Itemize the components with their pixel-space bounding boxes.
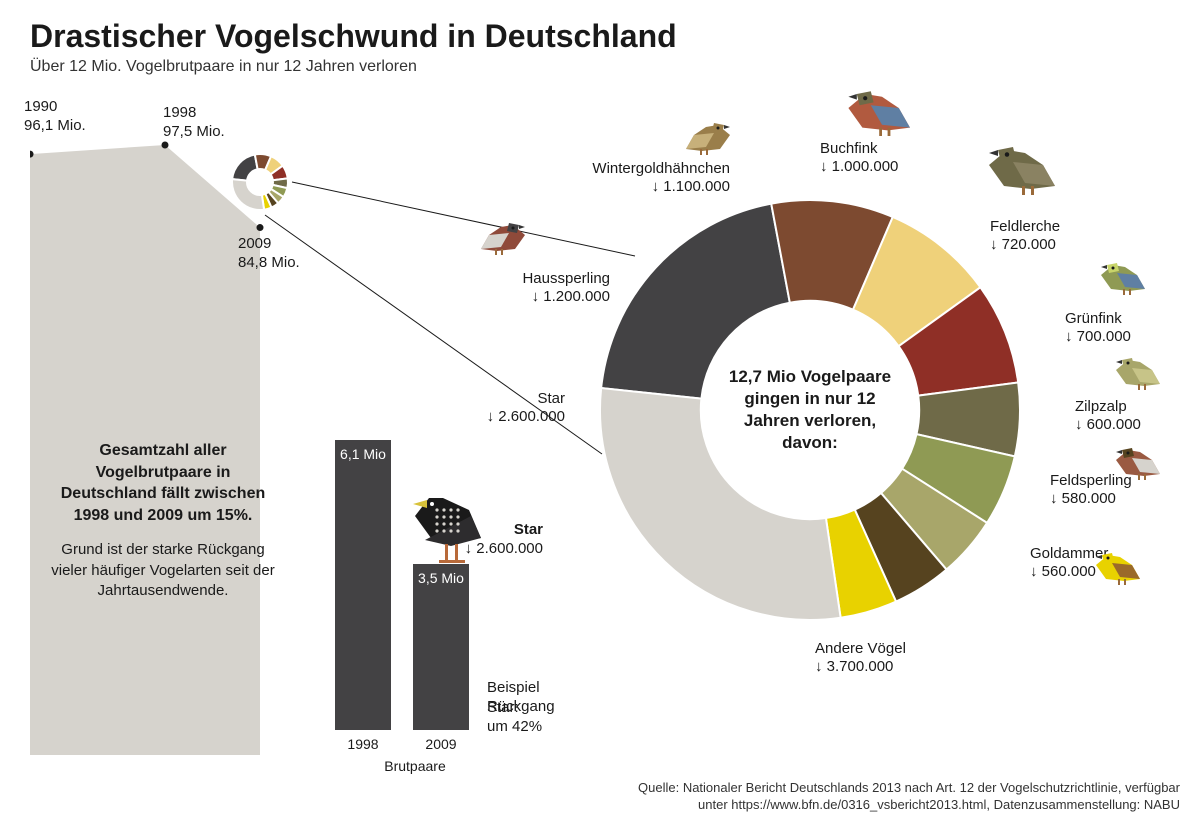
donut-chart: 12,7 Mio Vogelpaare gingen in nur 12 Jah…	[590, 190, 1030, 630]
slice-label-zilpzalp: Zilpzalp600.000	[1075, 398, 1185, 434]
bird-icon	[1110, 440, 1166, 484]
bar-chart: 6,1 Mio 3,5 Mio 1998 2009 Brutpaare Star…	[335, 420, 535, 780]
page-subtitle: Über 12 Mio. Vogelbrutpaare in nur 12 Ja…	[30, 58, 417, 76]
slice-label-wintergoldh-hnchen: Wintergoldhähnchen1.100.000	[555, 160, 730, 196]
slice-label-gr-nfink: Grünfink700.000	[1065, 310, 1175, 346]
bar-year-1998: 1998	[335, 736, 391, 752]
star-bird-icon	[395, 476, 491, 568]
bird-icon	[980, 135, 1064, 201]
bird-icon	[1095, 255, 1151, 299]
donut-center-text: 12,7 Mio Vogelpaare gingen in nur 12 Jah…	[725, 366, 895, 454]
area-point-1990: 1990 96,1 Mio.	[24, 98, 86, 136]
bar-year-2009: 2009	[413, 736, 469, 752]
bird-icon	[1110, 350, 1166, 394]
bar-axis-label: Brutpaare	[335, 758, 495, 774]
page-title: Drastischer Vogelschwund in Deutschland	[30, 18, 677, 55]
source-citation: Quelle: Nationaler Bericht Deutschlands …	[638, 779, 1180, 814]
area-explainer: Gesamtzahl aller Vogelbrutpaare in Deuts…	[48, 440, 278, 601]
star-example-2: Rückgang um 42%	[487, 697, 555, 736]
bird-icon	[475, 215, 531, 259]
slice-label-star: Star2.600.000	[425, 390, 565, 426]
area-point-1998: 1998 97,5 Mio.	[163, 104, 225, 142]
slice-label-buchfink: Buchfink1.000.000	[820, 140, 950, 176]
bird-icon	[680, 115, 736, 159]
bar-value-1998: 6,1 Mio	[335, 446, 391, 462]
area-point-2009: 2009 84,8 Mio.	[238, 235, 300, 273]
slice-label-andere-v-gel: Andere Vögel3.700.000	[815, 640, 975, 676]
slice-label-haussperling: Haussperling1.200.000	[480, 270, 610, 306]
bar-value-2009: 3,5 Mio	[413, 570, 469, 586]
star-name: Star	[483, 520, 543, 540]
slice-label-feldlerche: Feldlerche720.000	[990, 218, 1120, 254]
bird-icon	[840, 80, 918, 142]
mini-donut-icon	[228, 150, 292, 214]
bird-icon	[1090, 545, 1146, 589]
